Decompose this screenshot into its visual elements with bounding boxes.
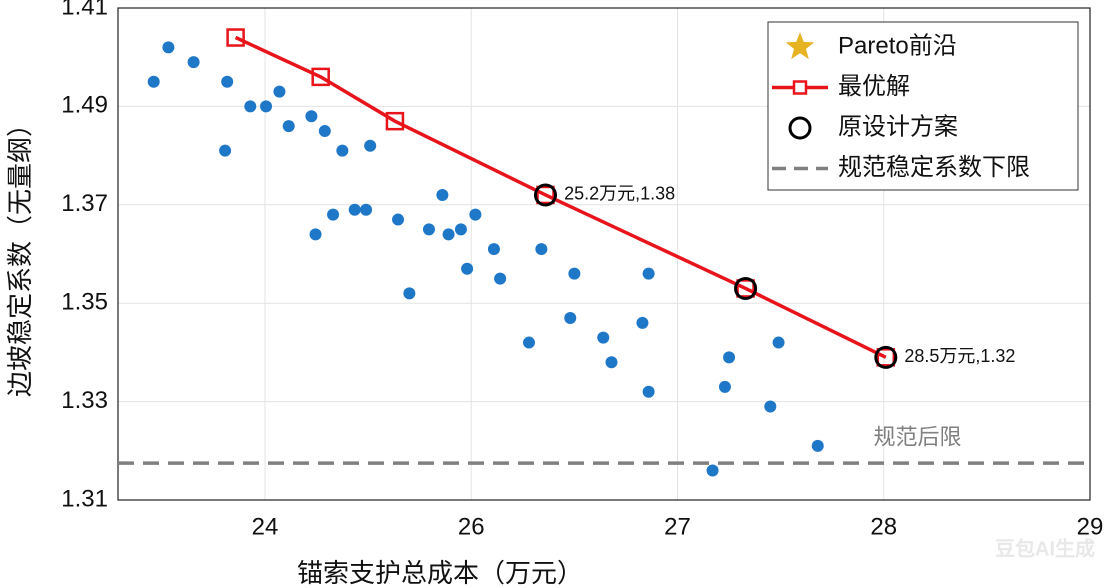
scatter-point [318,125,331,137]
scatter-point [282,120,295,133]
square-marker [876,348,896,367]
legend-label: 规范稳定系数下限 [838,154,1030,181]
y-tick-label: 1.33 [61,387,108,414]
y-tick-label: 1.37 [61,190,108,217]
scatter-point [436,188,449,201]
x-axis-label: 锚索支护总成本（万元） [297,558,583,588]
scatter-point [642,385,655,398]
scatter-point [461,262,474,275]
y-tick-label: 1.49 [61,92,108,119]
scatter-point [718,380,731,393]
line [234,35,887,359]
scatter-point [811,439,824,452]
scatter-point [392,213,405,226]
scatter-point [706,464,719,477]
scatter-point [636,316,649,329]
x-tick-label: 27 [664,513,691,540]
scatter-point [454,223,467,236]
y-tick-label: 1.41 [61,0,108,20]
scatter-point [219,144,232,157]
circle-marker [734,276,758,300]
scatter-point [348,203,361,216]
annotation: 28.5万元,1.32 [904,346,1015,366]
scatter-point [147,75,160,88]
square-marker [736,279,755,298]
annotation: 25.2万元,1.38 [564,184,675,204]
scatter-point [535,243,548,256]
circle-marker [874,345,898,369]
scatter-point [605,356,618,369]
scatter-point [327,208,340,221]
scatter-point [487,243,500,256]
scatter-point [273,85,286,98]
square-marker [226,28,245,47]
scatter-point [442,228,455,241]
scatter-point [360,203,373,216]
scatter-point [642,267,655,280]
legend-box [767,21,1079,191]
scatter-point [568,267,581,280]
legend-symbol [788,116,812,140]
legend-symbol [785,32,815,60]
scatter-point [260,100,273,113]
scatter-point [469,208,482,221]
scatter-point [772,336,785,349]
y-tick-label: 1.35 [61,289,108,316]
square-marker [536,185,555,205]
square-marker [311,67,330,87]
scatter-point [162,41,175,54]
scatter-point [364,139,377,152]
y-axis-label: 边坡稳定系数（无量纲） [5,111,35,397]
watermark: 豆包AI生成 [995,536,1095,560]
legend-label: 最优解 [838,73,910,100]
x-tick-label: 29 [1077,513,1104,540]
legend-label: Pareto前沿 [838,32,957,59]
square-marker [385,111,405,131]
legend-label: 原设计方案 [838,113,958,140]
scatter-point [494,272,507,285]
scatter-point [723,351,736,364]
annotation: 规范后限 [873,424,961,449]
x-tick-label: 26 [458,513,485,540]
circle-marker [534,183,557,207]
x-tick-label: 28 [870,513,897,540]
y-tick-label: 1.31 [61,485,108,512]
scatter-point [187,56,200,69]
scatter-point [221,75,234,88]
scatter-point [764,400,777,413]
scatter-point [564,311,577,324]
scatter-point [422,223,435,236]
scatter-point [597,331,610,344]
legend-symbol [792,80,808,95]
scatter-point [523,336,535,349]
scatter-point [336,144,349,157]
x-tick-label: 24 [252,513,279,540]
scatter-point [244,100,257,113]
scatter-point [305,110,318,123]
scatter-point [309,228,322,241]
plot-frame [117,7,1091,501]
scatter-point [403,287,416,300]
